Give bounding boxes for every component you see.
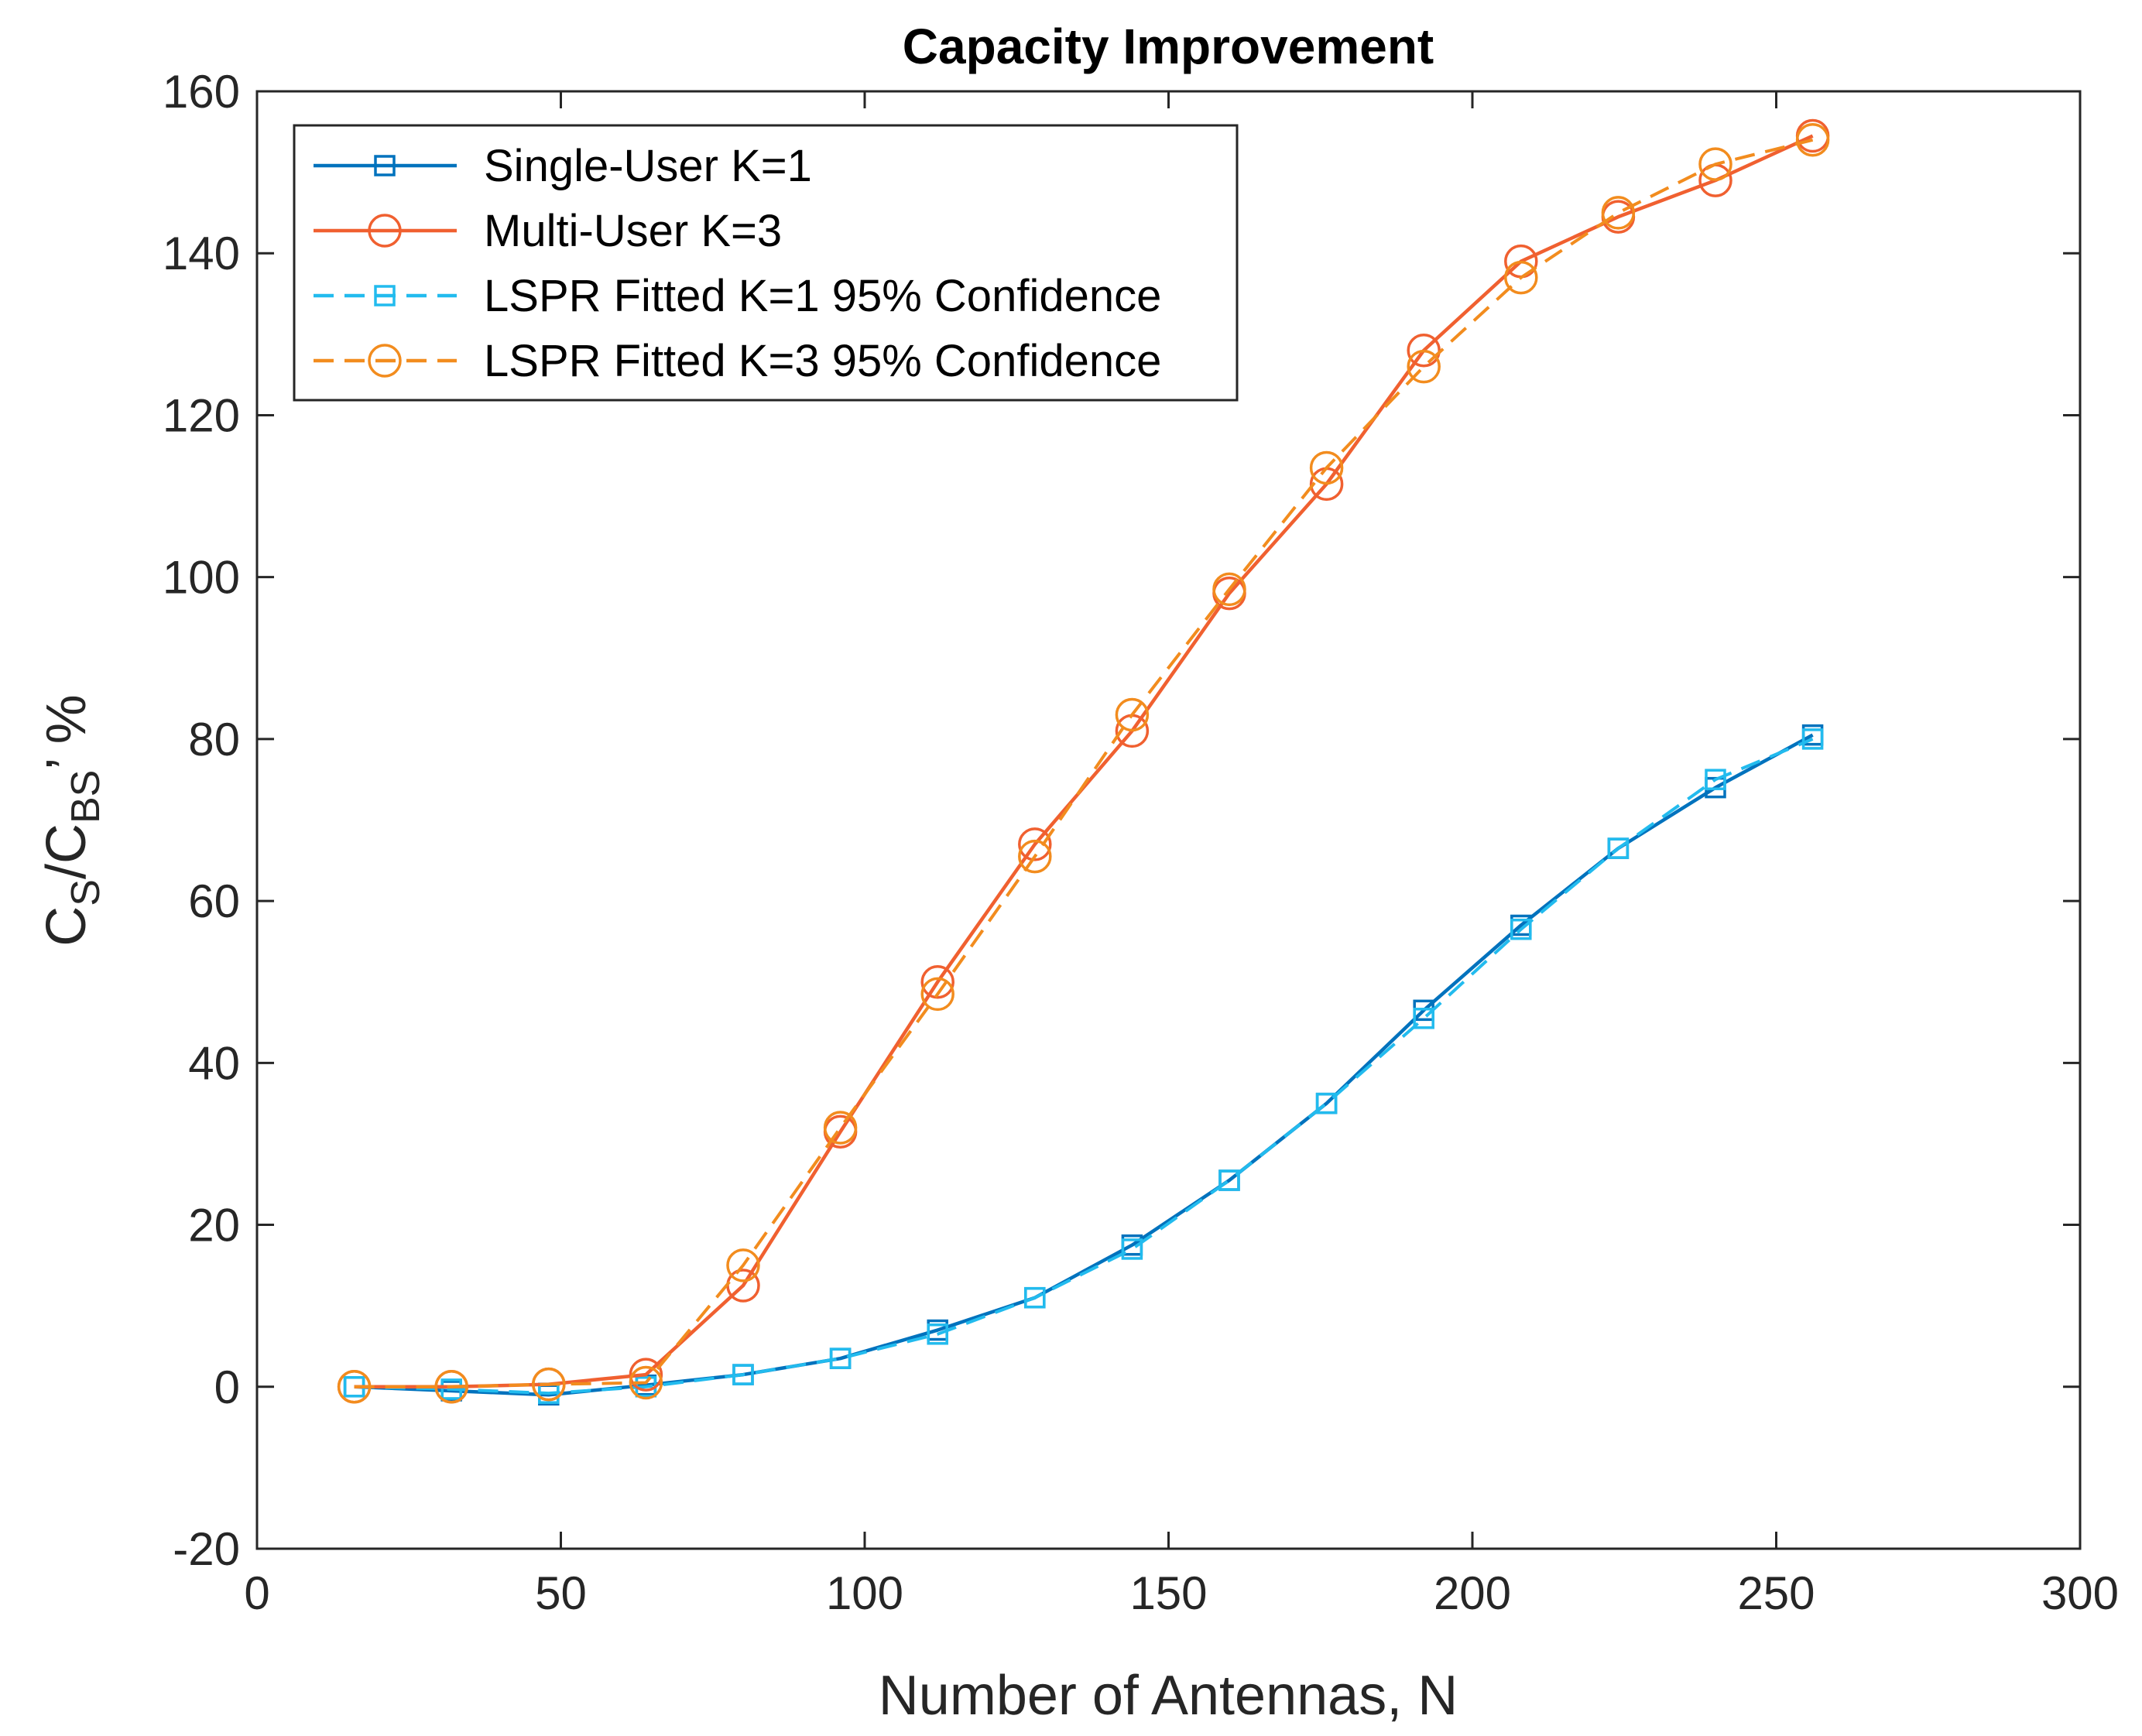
data-point	[1413, 1008, 1434, 1029]
plot-frame	[255, 90, 2082, 1550]
series-line	[354, 738, 1814, 1395]
y-tick-label: 100	[163, 552, 240, 604]
chart-title: Capacity Improvement	[903, 19, 1434, 74]
data-point	[1024, 1286, 1046, 1309]
data-point	[1601, 196, 1636, 230]
data-point	[1018, 827, 1052, 861]
data-point	[726, 1248, 760, 1282]
y-tick-label: 160	[163, 66, 240, 118]
legend-label: Single-User K=1	[484, 141, 812, 191]
legend-marker	[374, 155, 396, 176]
x-axis-label: Number of Antennas, N	[879, 1665, 1458, 1727]
x-tick-label: 50	[535, 1567, 587, 1619]
series-line	[354, 138, 1814, 1388]
y-tick-label: 140	[163, 228, 240, 279]
y-tick-label: 20	[188, 1200, 240, 1251]
data-point	[732, 1364, 754, 1385]
data-point	[1795, 123, 1830, 157]
legend-label: LSPR Fitted K=3 95% Confidence	[484, 336, 1161, 386]
data-point	[920, 977, 954, 1012]
y-label-sub-s: S	[63, 879, 108, 906]
x-tick-label: 150	[1129, 1567, 1207, 1619]
data-point	[1309, 450, 1344, 485]
legend: Single-User K=1 Multi-User K=3 LSPR Fitted…	[293, 124, 1239, 402]
y-tick-label: 60	[188, 875, 240, 927]
y-tick-label: 0	[214, 1361, 240, 1413]
y-axis-label: CS/CBS’ %	[36, 694, 108, 946]
data-point	[1801, 728, 1824, 750]
x-tick-label: 0	[244, 1567, 269, 1619]
data-point	[927, 1323, 948, 1345]
data-point	[920, 964, 954, 999]
data-point	[629, 1365, 663, 1400]
data-point	[1607, 837, 1630, 859]
y-tick-label: 120	[163, 389, 240, 441]
legend-label: Multi-User K=3	[484, 206, 782, 256]
data-point	[829, 1347, 852, 1369]
data-point	[1315, 1092, 1338, 1115]
y-tick-label: 80	[188, 714, 240, 765]
y-label-sub-bs: BS	[63, 770, 108, 823]
data-point	[434, 1370, 468, 1404]
y-label-slash-c: /C	[36, 823, 98, 879]
data-point	[532, 1367, 566, 1402]
legend-item: LSPR Fitted K=3 95% Confidence	[314, 336, 1161, 386]
x-tick-label: 300	[2041, 1567, 2119, 1619]
data-point	[1121, 1238, 1143, 1260]
legend-marker	[368, 344, 402, 378]
legend-item: Multi-User K=3	[314, 206, 782, 256]
series-3	[337, 123, 1830, 1404]
series-2	[343, 728, 1824, 1404]
data-point	[1115, 697, 1150, 732]
data-point	[440, 1378, 462, 1400]
data-point	[823, 1111, 858, 1145]
legend-marker	[368, 214, 402, 248]
legend-marker	[374, 285, 396, 306]
data-point	[1018, 839, 1052, 874]
data-point	[629, 1358, 663, 1392]
y-label-tail: ’ %	[36, 694, 98, 769]
data-point	[337, 1370, 372, 1404]
legend-item: LSPR Fitted K=1 95% Confidence	[314, 271, 1161, 321]
data-point	[1218, 1169, 1240, 1191]
y-tick-label: 40	[188, 1037, 240, 1089]
data-point	[1407, 349, 1441, 384]
y-label-c: C	[36, 906, 98, 947]
data-point	[1705, 769, 1726, 790]
x-tick-label: 200	[1434, 1567, 1511, 1619]
data-point	[1510, 918, 1532, 940]
legend-item: Single-User K=1	[314, 141, 812, 191]
legend-box	[293, 124, 1239, 402]
data-point	[1212, 572, 1246, 607]
y-tick-label: -20	[173, 1523, 240, 1575]
x-tick-label: 100	[826, 1567, 903, 1619]
series-line	[354, 733, 1814, 1397]
x-tick-label: 250	[1737, 1567, 1815, 1619]
legend-label: LSPR Fitted K=1 95% Confidence	[484, 271, 1161, 321]
data-point	[1504, 260, 1538, 295]
data-point	[1698, 147, 1732, 181]
